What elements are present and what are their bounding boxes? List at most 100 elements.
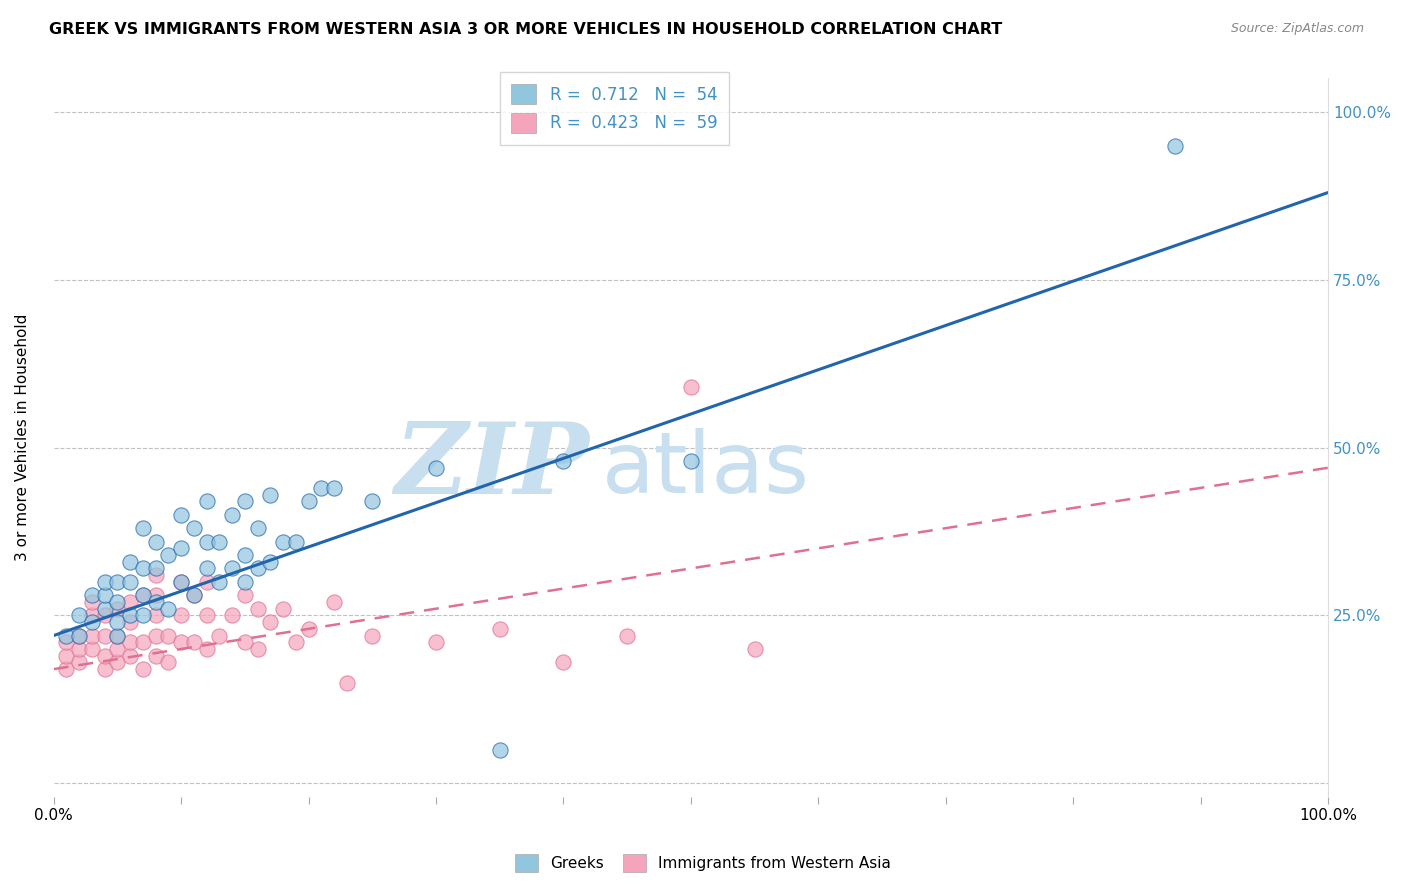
Point [183,635,205,649]
Point [233,494,256,508]
Point [679,454,702,468]
Point [132,561,155,575]
Point [67,608,90,623]
Point [208,629,231,643]
Point [221,508,243,522]
Point [132,662,155,676]
Point [105,601,128,615]
Point [425,635,447,649]
Point [488,742,510,756]
Point [208,574,231,589]
Point [425,460,447,475]
Point [145,648,167,663]
Point [67,642,90,657]
Point [323,595,346,609]
Point [361,629,384,643]
Point [208,534,231,549]
Point [145,608,167,623]
Point [145,595,167,609]
Point [271,534,294,549]
Point [93,608,115,623]
Point [195,608,218,623]
Point [616,629,638,643]
Point [120,615,142,629]
Point [93,574,115,589]
Point [157,548,180,562]
Point [93,601,115,615]
Point [679,380,702,394]
Point [183,588,205,602]
Point [132,521,155,535]
Point [105,595,128,609]
Point [120,595,142,609]
Point [271,601,294,615]
Point [246,521,269,535]
Point [233,635,256,649]
Point [120,635,142,649]
Point [80,642,103,657]
Point [80,608,103,623]
Point [170,541,193,556]
Point [183,588,205,602]
Point [233,548,256,562]
Text: ZIP: ZIP [394,418,589,515]
Point [80,588,103,602]
Point [93,648,115,663]
Point [55,629,77,643]
Point [67,629,90,643]
Point [80,615,103,629]
Point [553,656,575,670]
Point [93,629,115,643]
Point [170,574,193,589]
Point [145,629,167,643]
Point [105,574,128,589]
Point [55,662,77,676]
Point [105,615,128,629]
Point [309,481,332,495]
Point [183,521,205,535]
Point [195,534,218,549]
Legend: Greeks, Immigrants from Western Asia: Greeks, Immigrants from Western Asia [508,846,898,880]
Point [221,561,243,575]
Point [297,622,319,636]
Legend: R =  0.712   N =  54, R =  0.423   N =  59: R = 0.712 N = 54, R = 0.423 N = 59 [499,72,730,145]
Point [195,561,218,575]
Point [195,642,218,657]
Y-axis label: 3 or more Vehicles in Household: 3 or more Vehicles in Household [15,314,30,561]
Point [93,662,115,676]
Point [744,642,766,657]
Point [553,454,575,468]
Point [93,588,115,602]
Point [195,574,218,589]
Point [105,629,128,643]
Point [284,534,307,549]
Point [170,608,193,623]
Point [323,481,346,495]
Point [170,508,193,522]
Point [105,656,128,670]
Point [284,635,307,649]
Point [157,629,180,643]
Point [105,629,128,643]
Point [120,608,142,623]
Point [132,608,155,623]
Point [246,561,269,575]
Text: Source: ZipAtlas.com: Source: ZipAtlas.com [1230,22,1364,36]
Point [259,615,281,629]
Point [170,574,193,589]
Text: GREEK VS IMMIGRANTS FROM WESTERN ASIA 3 OR MORE VEHICLES IN HOUSEHOLD CORRELATIO: GREEK VS IMMIGRANTS FROM WESTERN ASIA 3 … [49,22,1002,37]
Point [246,642,269,657]
Point [132,588,155,602]
Point [105,642,128,657]
Point [297,494,319,508]
Point [120,648,142,663]
Point [259,555,281,569]
Point [259,487,281,501]
Point [55,648,77,663]
Point [55,635,77,649]
Point [145,568,167,582]
Point [195,494,218,508]
Point [145,588,167,602]
Point [246,601,269,615]
Point [221,608,243,623]
